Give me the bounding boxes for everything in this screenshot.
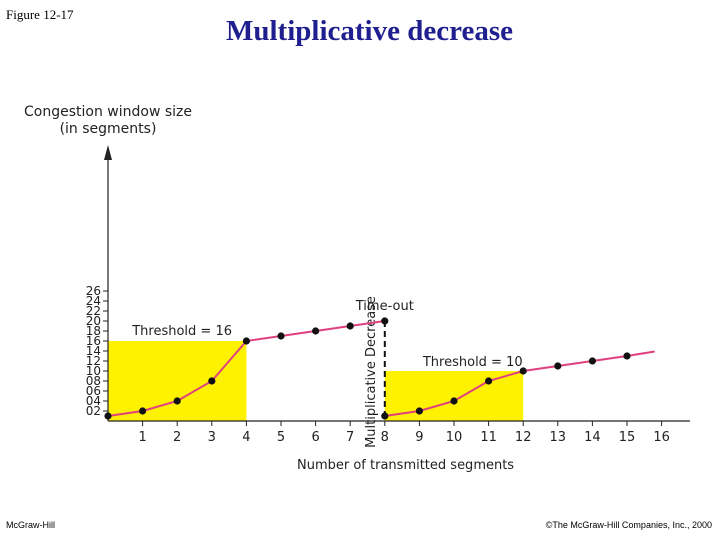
y-tick-label-12: 12 bbox=[86, 354, 101, 368]
data-point-s1-5 bbox=[277, 332, 285, 340]
x-tick-label-3: 3 bbox=[208, 430, 216, 445]
figure-label: Figure 12-17 bbox=[6, 7, 74, 22]
y-tick-label-14: 14 bbox=[86, 344, 101, 358]
y-tick-label-20: 20 bbox=[86, 314, 101, 328]
data-point-s2-9 bbox=[415, 407, 423, 415]
x-tick-label-12: 12 bbox=[515, 430, 532, 445]
copyright-notice: ©The McGraw-Hill Companies, Inc., 2000 bbox=[545, 520, 712, 530]
x-tick-label-11: 11 bbox=[480, 430, 497, 445]
data-point-s2-10 bbox=[450, 397, 458, 405]
data-point-s2-14 bbox=[588, 357, 597, 365]
x-tick-label-10: 10 bbox=[446, 430, 463, 445]
x-tick-label-6: 6 bbox=[311, 430, 319, 445]
y-tick-label-04: 04 bbox=[86, 394, 101, 408]
y-tick-label-16: 16 bbox=[86, 334, 101, 348]
data-point-s2-11 bbox=[485, 377, 493, 385]
data-point-s1-2 bbox=[173, 397, 181, 405]
data-point-s1-7 bbox=[346, 322, 354, 330]
y-tick-label-08: 08 bbox=[86, 374, 101, 388]
x-tick-label-14: 14 bbox=[584, 430, 601, 445]
data-point-s2-8 bbox=[381, 412, 389, 420]
threshold-label-2: Threshold = 10 bbox=[422, 355, 523, 370]
data-point-s1-4 bbox=[242, 337, 250, 345]
x-tick-label-4: 4 bbox=[242, 430, 250, 445]
data-point-s2-15 bbox=[623, 352, 631, 360]
y-axis-label-line-1: Congestion window size bbox=[24, 104, 192, 120]
y-tick-label-26: 26 bbox=[86, 284, 101, 298]
x-tick-label-9: 9 bbox=[415, 430, 423, 445]
y-tick-label-24: 24 bbox=[86, 294, 101, 308]
y-tick-label-06: 06 bbox=[86, 384, 101, 398]
x-tick-label-13: 13 bbox=[550, 430, 567, 445]
data-point-s1-1 bbox=[139, 407, 147, 415]
y-tick-label-10: 10 bbox=[86, 364, 101, 378]
data-point-s1-6 bbox=[312, 327, 320, 335]
x-tick-label-5: 5 bbox=[277, 430, 285, 445]
slide-title: Multiplicative decrease bbox=[226, 15, 513, 47]
data-point-s2-12 bbox=[519, 367, 527, 375]
multiplicative-decrease-label: Multiplicative Decrease bbox=[364, 296, 379, 448]
x-tick-label-2: 2 bbox=[173, 430, 181, 445]
data-point-s2-13 bbox=[554, 362, 562, 370]
y-axis-arrowhead bbox=[104, 145, 112, 160]
x-tick-label-16: 16 bbox=[653, 430, 670, 445]
x-tick-label-1: 1 bbox=[138, 430, 146, 445]
y-tick-label-18: 18 bbox=[86, 324, 101, 338]
data-point-s1-0 bbox=[104, 412, 112, 420]
y-tick-label-22: 22 bbox=[86, 304, 101, 318]
data-point-s1-8 bbox=[381, 317, 389, 325]
x-tick-label-7: 7 bbox=[346, 430, 354, 445]
x-axis-label: Number of transmitted segments bbox=[297, 458, 514, 473]
threshold-region-1 bbox=[108, 341, 247, 421]
timeout-label: Time-out bbox=[355, 299, 414, 314]
data-point-s1-3 bbox=[208, 377, 216, 385]
publisher-label: McGraw-Hill bbox=[6, 520, 55, 530]
threshold-label-1: Threshold = 16 bbox=[131, 324, 232, 339]
y-axis-label-line-2: (in segments) bbox=[60, 121, 157, 137]
x-tick-label-8: 8 bbox=[381, 430, 389, 445]
x-tick-label-15: 15 bbox=[619, 430, 636, 445]
y-tick-label-02: 02 bbox=[86, 404, 101, 418]
